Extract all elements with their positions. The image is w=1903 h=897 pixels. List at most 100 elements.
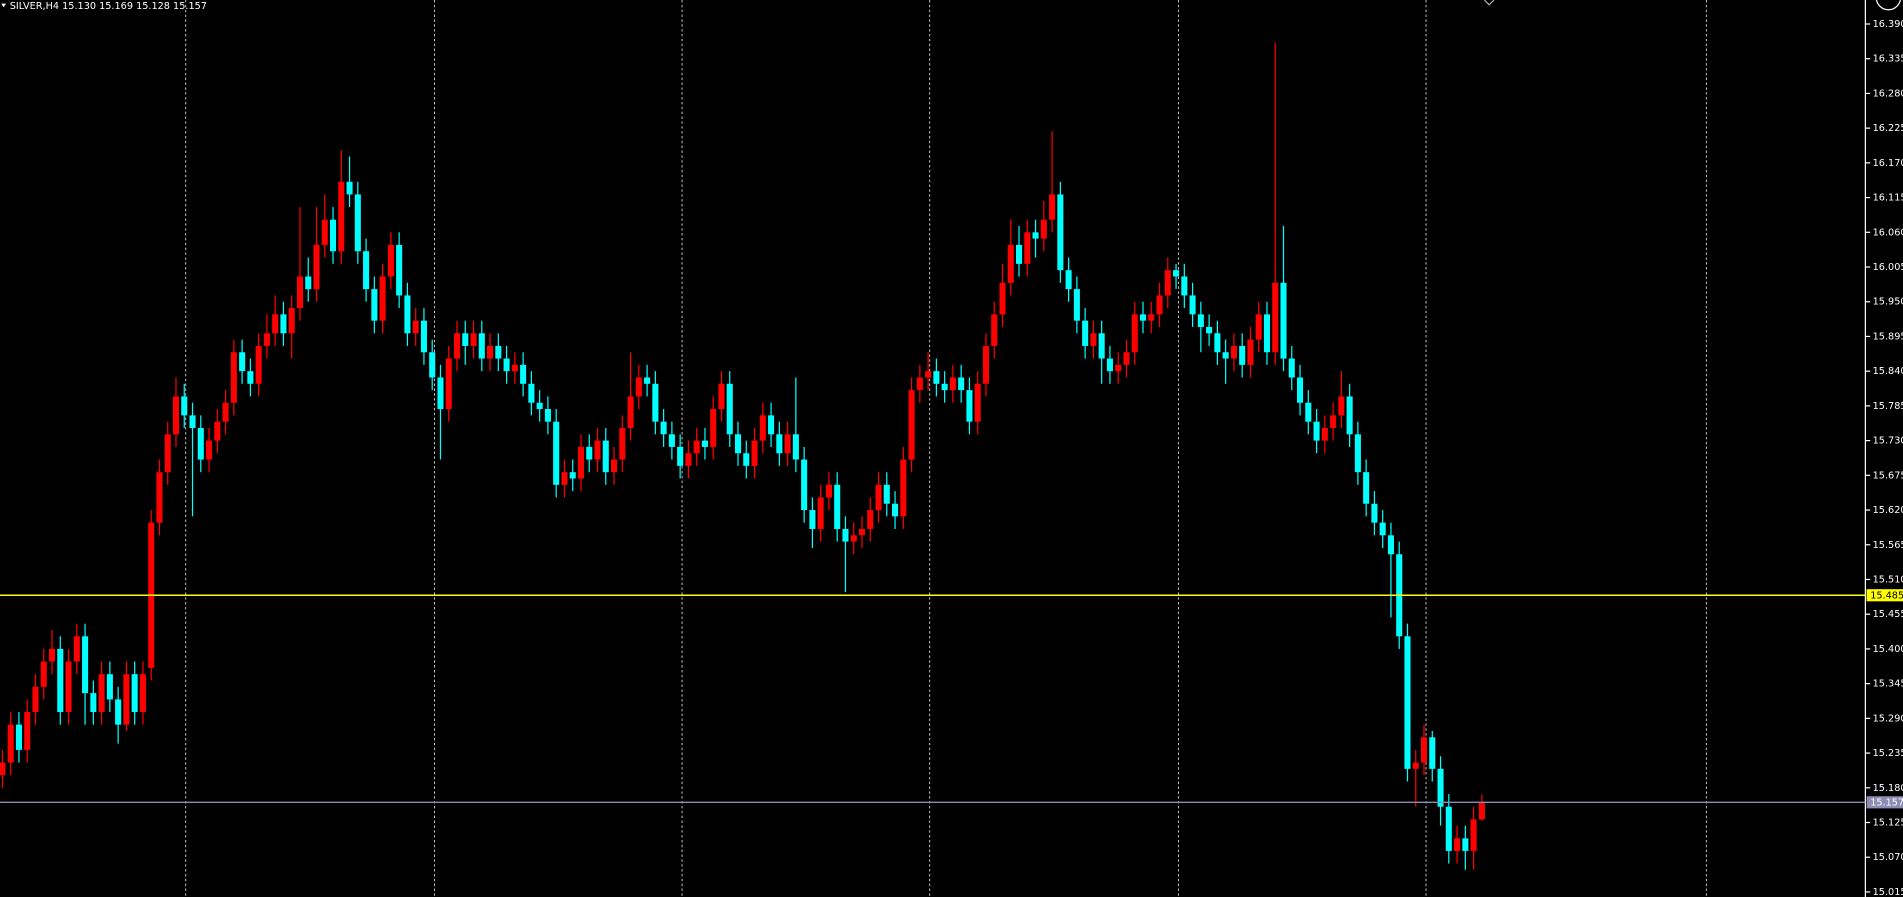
candle-body bbox=[908, 390, 915, 460]
candle-body bbox=[1346, 396, 1353, 435]
price-level-box bbox=[1866, 796, 1903, 809]
y-tick-label: 16.170 bbox=[1873, 158, 1903, 169]
candle-body bbox=[1131, 314, 1138, 353]
candle-body bbox=[371, 289, 378, 321]
candle-body bbox=[57, 648, 64, 713]
candle-body bbox=[1098, 333, 1105, 359]
candle-body bbox=[858, 528, 866, 536]
y-tick-label: 15.675 bbox=[1873, 470, 1903, 481]
candle-body bbox=[272, 314, 279, 334]
candle-body bbox=[1082, 320, 1089, 346]
candle-body bbox=[65, 661, 72, 713]
candle-body bbox=[776, 434, 783, 454]
candle-body bbox=[396, 244, 403, 296]
candle-body bbox=[296, 276, 304, 309]
candle-body bbox=[32, 686, 39, 713]
candle-body bbox=[239, 352, 246, 372]
candle-body bbox=[156, 472, 163, 523]
candle-body bbox=[1420, 737, 1428, 763]
candle-body bbox=[181, 396, 188, 416]
candle-body bbox=[1255, 314, 1262, 340]
candle-body bbox=[115, 699, 122, 725]
candle-body bbox=[751, 440, 758, 466]
candle-body bbox=[1330, 415, 1337, 428]
candle-body bbox=[958, 377, 965, 391]
candle-body bbox=[1321, 427, 1328, 441]
candle-body bbox=[1181, 276, 1188, 296]
candle-body bbox=[247, 371, 254, 384]
candle-body bbox=[718, 383, 725, 410]
candle-body bbox=[1156, 295, 1163, 315]
candle-body bbox=[230, 352, 237, 403]
candle-body bbox=[553, 421, 560, 485]
y-tick-label: 15.565 bbox=[1873, 540, 1903, 551]
candle-body bbox=[668, 434, 675, 447]
candle-body bbox=[1429, 737, 1436, 769]
candle-body bbox=[602, 440, 609, 473]
candle-body bbox=[1115, 364, 1122, 372]
candle-body bbox=[73, 636, 80, 662]
candle-body bbox=[1363, 472, 1370, 504]
candle-body bbox=[15, 724, 22, 750]
candle-body bbox=[759, 415, 766, 441]
y-tick-label: 15.950 bbox=[1873, 297, 1903, 308]
candles bbox=[0, 42, 1485, 870]
candle-body bbox=[685, 453, 692, 466]
y-tick-label: 15.895 bbox=[1873, 331, 1903, 342]
candle-body bbox=[1296, 377, 1304, 403]
candle-body bbox=[1338, 396, 1345, 416]
candle-body bbox=[850, 535, 857, 542]
candle-body bbox=[98, 674, 105, 713]
candle-body bbox=[1015, 244, 1023, 264]
candle-body bbox=[784, 434, 791, 454]
candle-body bbox=[1239, 345, 1246, 365]
candle-body bbox=[660, 421, 667, 435]
candle-body bbox=[966, 390, 973, 422]
candle-body bbox=[1445, 806, 1452, 851]
candle-body bbox=[949, 377, 956, 391]
candle-body bbox=[982, 345, 989, 384]
candle-body bbox=[197, 427, 204, 460]
candle-body bbox=[726, 383, 733, 435]
candle-body bbox=[801, 459, 808, 511]
candle-body bbox=[131, 674, 138, 713]
y-tick-label: 16.005 bbox=[1873, 262, 1903, 273]
candle-body bbox=[462, 333, 469, 346]
candle-body bbox=[1404, 636, 1411, 769]
y-tick-label: 15.400 bbox=[1873, 644, 1903, 655]
candle-body bbox=[792, 434, 799, 460]
candle-body bbox=[627, 396, 634, 428]
candle-body bbox=[1354, 434, 1361, 473]
candle-body bbox=[1272, 282, 1279, 353]
candle-body bbox=[1065, 270, 1072, 290]
candle-body bbox=[1049, 194, 1056, 220]
candle-body bbox=[470, 333, 477, 346]
candle-body bbox=[387, 244, 394, 277]
candle-body bbox=[445, 358, 452, 410]
candle-body bbox=[569, 472, 576, 479]
candle-body bbox=[561, 472, 568, 485]
candle-body bbox=[263, 333, 270, 346]
candle-body bbox=[1462, 838, 1469, 851]
candle-body bbox=[123, 674, 130, 725]
candle-body bbox=[1173, 270, 1180, 277]
y-tick-label: 15.620 bbox=[1873, 505, 1903, 516]
candle-body bbox=[206, 440, 213, 460]
candle-body bbox=[288, 308, 295, 334]
candle-body bbox=[991, 314, 998, 346]
candle-body bbox=[214, 421, 221, 441]
candle-body bbox=[280, 314, 287, 334]
candle-body bbox=[875, 484, 882, 511]
price-level-label: 15.485 bbox=[1870, 590, 1903, 601]
candle-body bbox=[999, 282, 1006, 315]
candle-body bbox=[1007, 244, 1014, 283]
y-tick-label: 15.070 bbox=[1873, 852, 1903, 863]
candle-body bbox=[834, 484, 841, 529]
candle-body bbox=[7, 724, 14, 763]
candle-body bbox=[1090, 333, 1097, 346]
candle-body bbox=[313, 244, 320, 290]
candle-body bbox=[139, 674, 146, 713]
candle-body bbox=[487, 345, 494, 359]
candle-body bbox=[106, 674, 113, 700]
